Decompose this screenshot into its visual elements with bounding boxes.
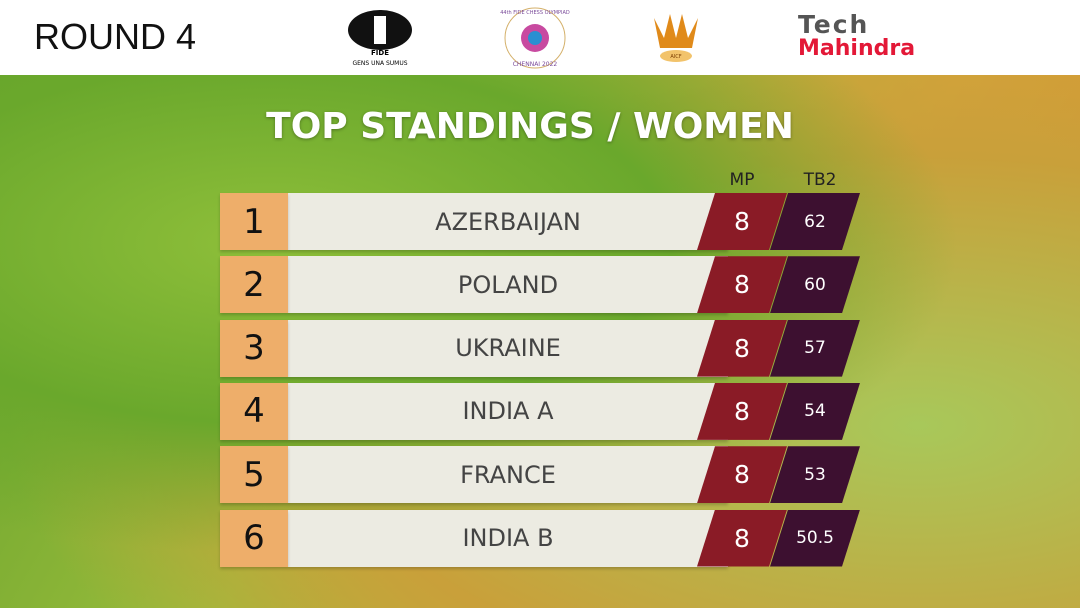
rank-cell: 3: [220, 319, 288, 377]
team-cell: UKRAINE: [288, 319, 728, 377]
fide-motto: GENS UNA SUMUS: [352, 60, 407, 67]
round-label: ROUND 4: [34, 16, 197, 57]
aicf-text: AICF: [670, 54, 681, 60]
team-cell: INDIA A: [288, 382, 728, 440]
mp-cell: 8: [697, 320, 787, 377]
olympiad-title: 44th FIDE CHESS OLYMPIAD: [500, 10, 570, 16]
rank-cell: 4: [220, 382, 288, 440]
mp-cell: 8: [697, 256, 787, 313]
mp-cell: 8: [697, 446, 787, 503]
rank-cell: 6: [220, 509, 288, 567]
rank-cell: 1: [220, 193, 288, 250]
tb2-cell: 62: [770, 193, 860, 250]
column-header: MP: [729, 170, 755, 190]
sponsor-bottom: Mahindra: [798, 36, 916, 61]
title: TOP STANDINGS / WOMEN: [266, 106, 794, 147]
mp-cell: 8: [697, 510, 787, 567]
header-bar: ROUND 4 FIDE GENS UNA SUMUS 44th FIDE CH…: [0, 0, 1080, 75]
mp-cell: 8: [697, 383, 787, 440]
rank-cell: 5: [220, 446, 288, 504]
tb2-cell: 60: [770, 256, 860, 313]
mp-cell: 8: [697, 193, 787, 250]
rank-cell: 2: [220, 256, 288, 314]
sponsor-top: Tech: [798, 10, 870, 39]
tb2-cell: 54: [770, 383, 860, 440]
fide-logo: FIDE GENS UNA SUMUS: [348, 10, 412, 67]
team-cell: POLAND: [288, 256, 728, 314]
tb2-cell: 53: [770, 446, 860, 503]
team-cell: INDIA B: [288, 509, 728, 567]
team-cell: FRANCE: [288, 446, 728, 504]
olympiad-city: CHENNAI 2022: [513, 61, 558, 68]
column-header: TB2: [803, 170, 837, 190]
team-cell: AZERBAIJAN: [288, 193, 728, 250]
tb2-cell: 57: [770, 320, 860, 377]
aicf-logo: AICF: [654, 14, 698, 62]
olympiad-logo: 44th FIDE CHESS OLYMPIAD CHENNAI 2022: [500, 7, 570, 69]
tb2-cell: 50.5: [770, 510, 860, 567]
fide-text: FIDE: [371, 49, 389, 57]
